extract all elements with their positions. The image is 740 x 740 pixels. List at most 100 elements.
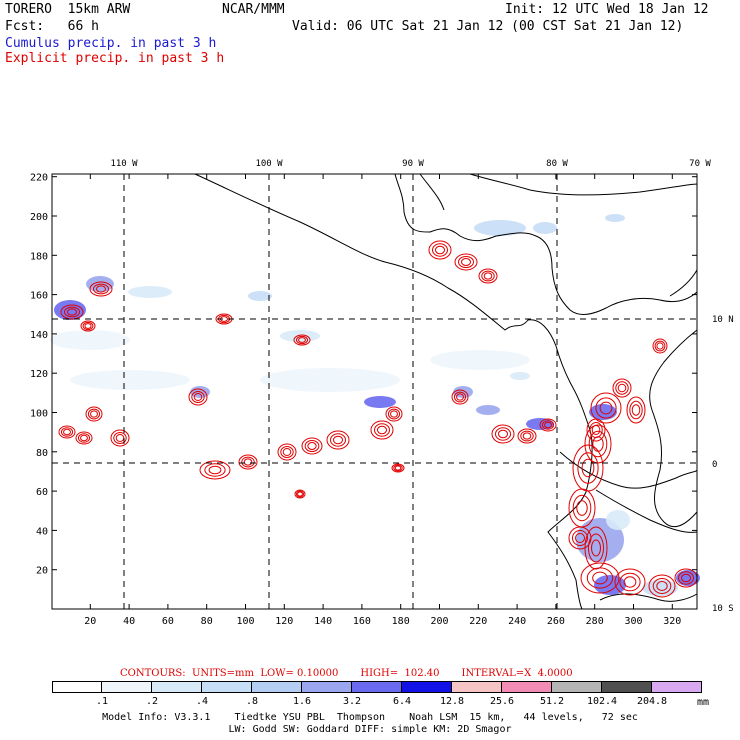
explicit-precip-contour	[428, 240, 452, 260]
explicit-precip-contour	[377, 425, 387, 435]
cumulus-precip-fill	[50, 214, 700, 596]
x-tick-label: 140	[314, 616, 332, 627]
lat-lon-grid	[52, 174, 697, 609]
x-tick-label: 40	[123, 616, 135, 627]
legend-value-label: 204.8	[636, 696, 668, 707]
legend-value-label: 102.4	[586, 696, 618, 707]
explicit-precip-contour	[491, 424, 515, 444]
y-tick-label: 160	[30, 291, 48, 302]
y-tick-label: 80	[36, 448, 48, 459]
legend-value-label: 25.6	[489, 696, 515, 707]
explicit-precip-contour	[652, 578, 672, 594]
lon-label: 80 W	[546, 159, 568, 169]
explicit-precip-contour	[277, 443, 297, 461]
coastline	[419, 173, 445, 211]
explicit-precip-contour	[581, 458, 595, 478]
model-info-line: Model Info: V3.3.1 Tiedtke YSU PBL Thomp…	[102, 712, 638, 723]
explicit-precip-contour	[370, 420, 394, 440]
explicit-precip-contour	[656, 342, 664, 350]
y-tick-label: 100	[30, 409, 48, 420]
y-tick-label: 60	[36, 487, 48, 498]
explicit-precip-contour	[238, 454, 258, 470]
explicit-precip-contour	[520, 430, 534, 442]
explicit-precip-contour	[64, 306, 80, 318]
explicit-precip-contour	[478, 268, 498, 284]
y-tick-label: 20	[36, 566, 48, 577]
contour-units: CONTOURS: UNITS=mm LOW= 0.10000	[120, 668, 339, 679]
legend-swatch	[502, 681, 552, 693]
explicit-precip-contour	[241, 456, 255, 468]
explicit-precip-contour	[188, 388, 208, 406]
x-tick-label: 300	[624, 616, 642, 627]
explicit-precip-contour	[590, 392, 622, 424]
cumulus-precip-area	[605, 214, 625, 222]
explicit-precip-contour	[456, 393, 464, 401]
explicit-precip-contour	[481, 270, 495, 282]
coastline	[595, 489, 698, 533]
x-tick-label: 320	[663, 616, 681, 627]
explicit-precip-contour	[93, 283, 109, 295]
explicit-precip-contour	[96, 285, 106, 293]
explicit-precip-contour	[90, 410, 98, 418]
valid-time: Valid: 06 UTC Sat 21 Jan 12 (00 CST Sat …	[292, 19, 684, 34]
y-tick-label: 140	[30, 330, 48, 341]
contour-high: HIGH= 102.40	[360, 668, 440, 679]
explicit-precip-contour	[333, 435, 343, 445]
explicit-precip-contour	[385, 406, 403, 422]
explicit-precip-contour	[326, 430, 350, 450]
explicit-precip-contour	[191, 390, 205, 404]
legend-value-label: 12.8	[439, 696, 465, 707]
explicit-precip-contour	[619, 572, 641, 592]
explicit-precip-contour	[623, 576, 637, 588]
explicit-precip-contour	[580, 562, 620, 594]
explicit-precip-contour	[294, 489, 306, 499]
explicit-precip-contour	[522, 432, 532, 440]
explicit-precip-contour	[498, 429, 508, 439]
cumulus-field-label: Cumulus precip. in past 3 h	[5, 36, 217, 51]
x-tick-label: 20	[84, 616, 96, 627]
explicit-precip-contour	[681, 573, 691, 583]
explicit-precip-contour	[599, 401, 613, 415]
y-tick-label: 180	[30, 251, 48, 262]
explicit-precip-contour	[577, 452, 599, 484]
explicit-precip-contour	[243, 458, 253, 466]
legend-swatch	[652, 681, 702, 693]
cumulus-precip-area	[128, 286, 172, 298]
explicit-precip-contour	[612, 378, 632, 398]
explicit-precip-contour	[204, 463, 226, 477]
x-tick-label: 220	[469, 616, 487, 627]
explicit-precip-contour	[80, 320, 96, 332]
x-tick-label: 160	[353, 616, 371, 627]
explicit-precip-contour	[80, 434, 88, 442]
coastline	[599, 593, 698, 602]
physics-info-line: LW: Godd SW: Goddard DIFF: simple KM: 2D…	[228, 724, 512, 735]
cumulus-precip-area	[533, 222, 557, 234]
cumulus-precip-area	[576, 518, 624, 562]
explicit-precip-contour	[451, 389, 469, 405]
explicit-precip-contour	[85, 406, 103, 422]
y-tick-label: 120	[30, 369, 48, 380]
legend-swatch	[202, 681, 252, 693]
explicit-precip-contour	[298, 337, 306, 343]
explicit-precip-contour	[631, 404, 641, 416]
explicit-precip-contour	[67, 308, 77, 316]
init-time: Init: 12 UTC Wed 18 Jan 12	[505, 2, 709, 17]
coastline	[649, 329, 698, 528]
explicit-precip-contour	[614, 568, 646, 596]
explicit-precip-contour	[297, 491, 303, 497]
y-tick-label: 220	[30, 173, 48, 184]
model-title: TORERO 15km ARW	[5, 2, 131, 17]
explicit-precip-contour	[60, 304, 84, 320]
explicit-precip-contour	[588, 533, 604, 563]
explicit-precip-contour	[575, 533, 585, 543]
legend-value-label: 6.4	[392, 696, 412, 707]
explicit-precip-contour	[391, 463, 405, 473]
lat-label: 0	[712, 460, 717, 470]
explicit-precip-contour	[58, 425, 76, 439]
explicit-precip-contour	[626, 396, 646, 424]
legend-value-label: .8	[245, 696, 259, 707]
explicit-precip-contour	[387, 408, 401, 420]
explicit-precip-contour	[77, 433, 91, 443]
coastlines	[194, 173, 698, 610]
